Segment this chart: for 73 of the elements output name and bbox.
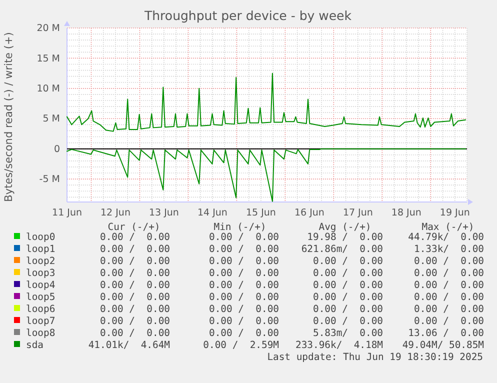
- x-tick-label: 14 Jun: [197, 208, 228, 219]
- text: Max (-/+): [422, 222, 474, 233]
- text: 0.00 / 2.59M: [203, 340, 280, 351]
- text: 0.00 / 0.00: [414, 304, 484, 315]
- text: 0.00 / 0.00: [100, 292, 170, 303]
- text: 49.04M/ 50.85M: [402, 340, 484, 351]
- text: 41.01k/ 4.64M: [88, 340, 170, 351]
- text: 0.00 / 0.00: [209, 304, 280, 315]
- x-tick-label: 13 Jun: [148, 208, 179, 219]
- chart-title: Throughput per device - by week: [144, 8, 352, 23]
- y-tick-label: 20 M: [36, 23, 60, 34]
- text: 0.00 / 0.00: [100, 316, 170, 327]
- y-tick-label: 10 M: [36, 83, 60, 94]
- text: Last update: Thu Jun 19 18:30:19 2025: [267, 352, 484, 363]
- legend-label: loop5: [26, 292, 56, 303]
- text: 0.00 / 0.00: [414, 268, 484, 279]
- text: 0.00 / 0.00: [209, 292, 280, 303]
- text: Min (-/+): [214, 222, 266, 233]
- line-series: [66, 72, 466, 132]
- text: 621.86m/ 0.00: [301, 244, 384, 255]
- legend-label: loop7: [26, 316, 56, 327]
- text: 0.00 / 0.00: [209, 256, 280, 267]
- y-tick-label: 5 M: [42, 114, 60, 125]
- text: 0.00 / 0.00: [313, 268, 384, 279]
- text: 19.98 / 0.00: [307, 232, 384, 243]
- text: 0.00 / 0.00: [313, 256, 384, 267]
- legend-label: loop2: [26, 256, 56, 267]
- text: 0.00 / 0.00: [209, 316, 280, 327]
- text: 0.00 / 0.00: [100, 268, 170, 279]
- text: 0.00 / 0.00: [414, 256, 484, 267]
- text: 0.00 / 0.00: [100, 244, 170, 255]
- text: 0.00 / 0.00: [209, 232, 280, 243]
- x-tick-label: 15 Jun: [246, 208, 276, 219]
- text: 0.00 / 0.00: [100, 256, 170, 267]
- text: 0.00 / 0.00: [414, 316, 484, 327]
- text: 233.96k/ 4.18M: [296, 340, 384, 351]
- text: 0.00 / 0.00: [100, 304, 170, 315]
- text: 1.33k/ 0.00: [414, 244, 484, 255]
- text: 0.00 / 0.00: [209, 268, 280, 279]
- text: 0.00 / 0.00: [313, 292, 384, 303]
- y-axis-title: Bytes/second read (-) / write (+): [3, 32, 15, 202]
- text: 0.00 / 0.00: [209, 328, 280, 339]
- y-tick-label: 0: [54, 144, 60, 155]
- x-tick-label: 12 Jun: [100, 208, 130, 219]
- text: Cur (-/+): [108, 222, 160, 233]
- legend-label: loop1: [26, 244, 56, 255]
- x-tick-label: 11 Jun: [52, 208, 82, 219]
- text: 44.79k/ 0.00: [408, 232, 484, 243]
- text: 13.06 / 0.00: [408, 328, 484, 339]
- x-tick-label: 18 Jun: [391, 208, 422, 219]
- y-tick-label: 15 M: [36, 53, 60, 64]
- text: 0.00 / 0.00: [100, 232, 170, 243]
- legend-label: loop8: [26, 328, 56, 339]
- legend-label: loop0: [26, 232, 56, 243]
- text: 0.00 / 0.00: [414, 292, 484, 303]
- legend-label: loop6: [26, 304, 56, 315]
- legend-label: loop3: [26, 268, 56, 279]
- text: 0.00 / 0.00: [209, 280, 280, 291]
- x-tick-label: 19 Jun: [440, 208, 470, 219]
- y-tick-label: -5 M: [39, 174, 60, 186]
- text: 0.00 / 0.00: [313, 280, 384, 291]
- text: Avg (-/+): [318, 222, 372, 233]
- text: 0.00 / 0.00: [209, 244, 280, 255]
- text: 0.00 / 0.00: [100, 280, 170, 291]
- text: 0.00 / 0.00: [414, 280, 484, 291]
- text: 0.00 / 0.00: [313, 304, 384, 315]
- legend-label: loop4: [26, 280, 56, 291]
- text: 0.00 / 0.00: [313, 316, 384, 327]
- legend-label: sda: [26, 340, 44, 351]
- x-tick-label: 16 Jun: [294, 208, 324, 219]
- text: 5.83m/ 0.00: [313, 328, 384, 339]
- x-tick-label: 17 Jun: [342, 208, 373, 219]
- text: 0.00 / 0.00: [100, 328, 170, 339]
